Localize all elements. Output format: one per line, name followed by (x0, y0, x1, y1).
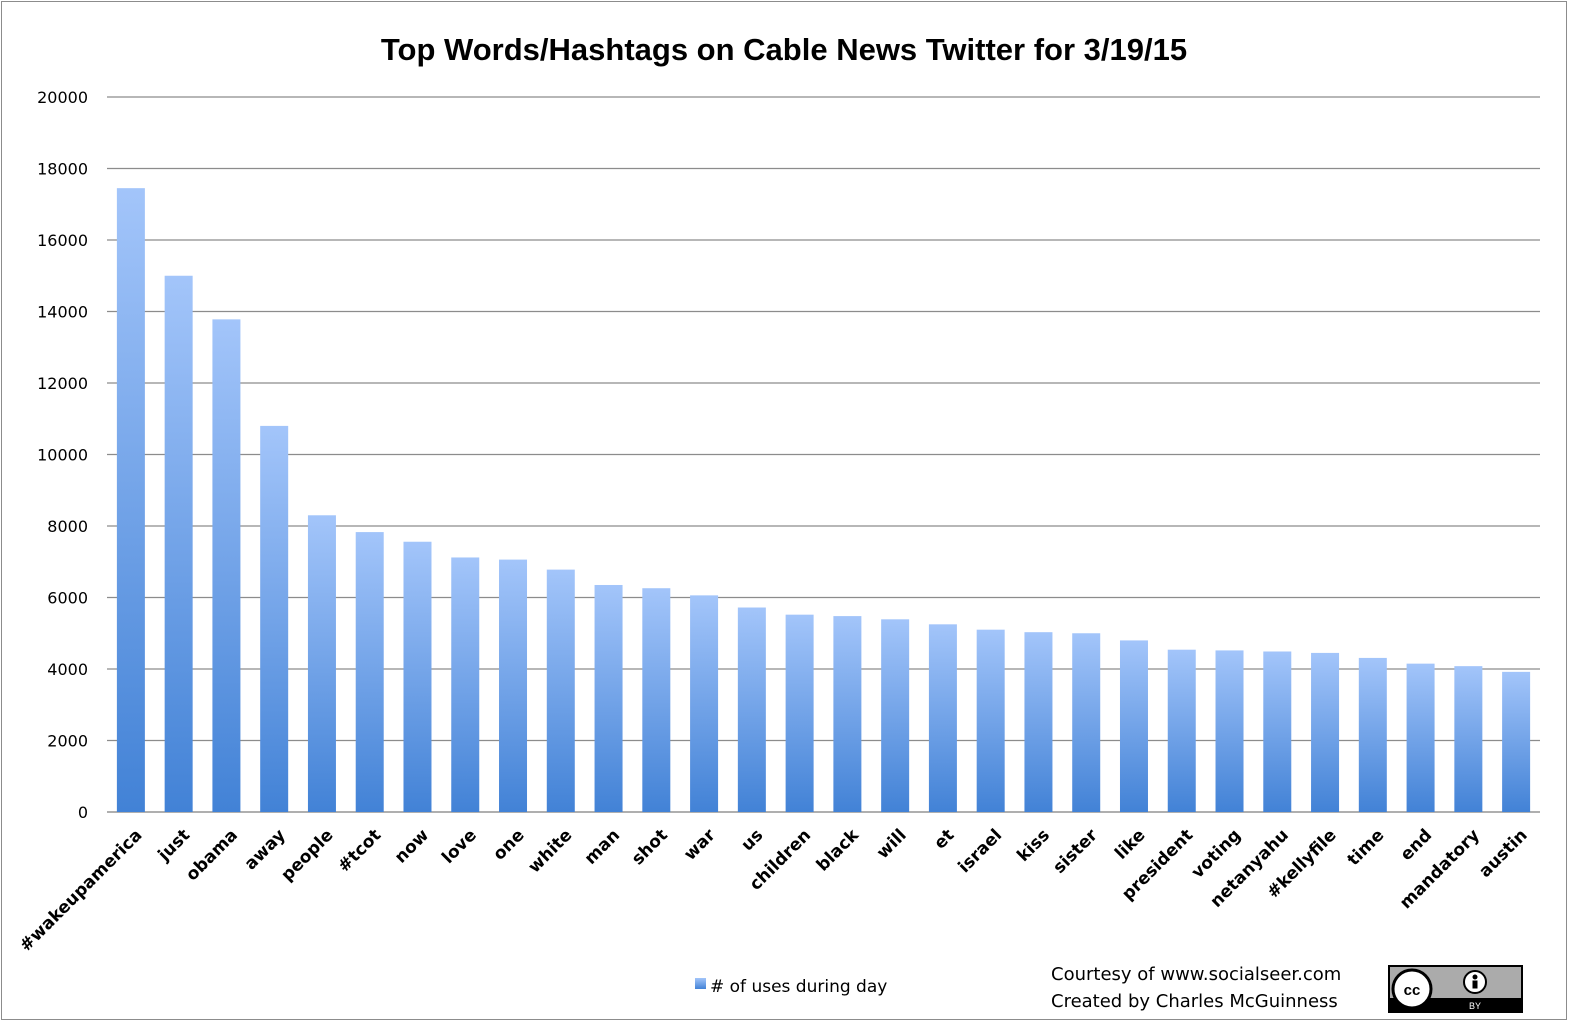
x-tick-label: now (391, 825, 433, 867)
bar-israel (976, 629, 1005, 812)
bar-will (881, 619, 910, 812)
bar-time (1358, 657, 1387, 812)
legend-swatch (695, 978, 706, 989)
bar-netanyahu (1263, 651, 1292, 812)
x-tick-label: shot (628, 825, 672, 869)
credits: Courtesy of www.socialseer.com Created b… (1051, 964, 1341, 1012)
bar-voting (1215, 650, 1244, 812)
legend: # of uses during day (695, 977, 887, 997)
y-tick-label: 2000 (47, 732, 88, 751)
bar-like (1119, 640, 1148, 812)
gridlines (107, 96, 1540, 813)
bar-white (546, 569, 575, 812)
x-tick-label: end (1397, 825, 1436, 864)
x-tick-label: time (1344, 825, 1389, 870)
bar-et (928, 624, 957, 812)
credit-line-2: Created by Charles McGuinness (1051, 991, 1338, 1012)
bar-now (403, 541, 432, 812)
y-tick-label: 0 (78, 803, 88, 822)
bar-wakeupamerica (116, 188, 145, 813)
x-tick-label: austin (1475, 825, 1531, 881)
bar-kellyfile (1311, 652, 1340, 812)
credit-line-1: Courtesy of www.socialseer.com (1051, 964, 1341, 985)
cc-icon (1391, 968, 1433, 1010)
x-tick-label: white (524, 825, 576, 877)
bar-away (260, 425, 289, 812)
bar-man (594, 584, 623, 812)
chart-title: Top Words/Hashtags on Cable News Twitter… (381, 32, 1187, 67)
y-tick-label: 4000 (47, 660, 88, 679)
x-tick-label: will (873, 825, 911, 863)
bar-people (307, 515, 336, 812)
bar-president (1167, 649, 1196, 812)
x-tick-label: love (438, 825, 481, 868)
x-tick-label: kiss (1013, 825, 1054, 866)
x-tick-label: war (680, 825, 720, 865)
bar-tcot (355, 532, 384, 812)
cc-label: cc (1404, 982, 1421, 999)
y-tick-label: 10000 (37, 446, 88, 465)
bar-black (833, 616, 862, 812)
y-tick-label: 12000 (37, 374, 88, 393)
bar-one (499, 559, 528, 812)
bar-children (785, 614, 814, 812)
x-tick-label: #wakeupamerica (16, 825, 146, 955)
y-axis: 0 2000 4000 6000 8000 10000 12000 14000 16000 180… (37, 88, 88, 822)
bar-shot (642, 588, 671, 812)
bar-kiss (1024, 632, 1053, 812)
bar-sister (1072, 633, 1101, 812)
bar-obama (212, 319, 241, 812)
cc-by-badge[interactable]: cc BY (1388, 965, 1523, 1013)
x-tick-label: just (154, 825, 194, 865)
y-tick-label: 8000 (47, 517, 88, 536)
x-tick-label: black (813, 825, 864, 876)
x-tick-label: sister (1049, 825, 1102, 878)
x-tick-label: one (489, 825, 528, 864)
bar-end (1406, 663, 1435, 812)
x-tick-label: israel (954, 825, 1006, 877)
by-label: BY (1469, 1001, 1481, 1011)
x-tick-label: #tcot (334, 825, 385, 876)
x-tick-label: us (738, 825, 768, 855)
bars (116, 188, 1531, 813)
legend-label: # of uses during day (710, 977, 887, 997)
bar-war (690, 595, 719, 812)
x-tick-label: et (930, 825, 958, 853)
y-tick-label: 6000 (47, 589, 88, 608)
bar-us (737, 607, 766, 812)
x-tick-label: people (277, 825, 337, 885)
y-tick-label: 16000 (37, 231, 88, 250)
bar-love (451, 557, 480, 812)
bar-austin (1502, 671, 1531, 812)
y-tick-label: 14000 (37, 303, 88, 322)
bar-just (164, 275, 193, 812)
y-tick-label: 20000 (37, 88, 88, 107)
y-tick-label: 18000 (37, 160, 88, 179)
x-tick-label: man (581, 825, 624, 868)
bar-mandatory (1454, 666, 1483, 812)
x-tick-label: obama (182, 825, 242, 885)
x-tick-label: like (1111, 825, 1149, 863)
